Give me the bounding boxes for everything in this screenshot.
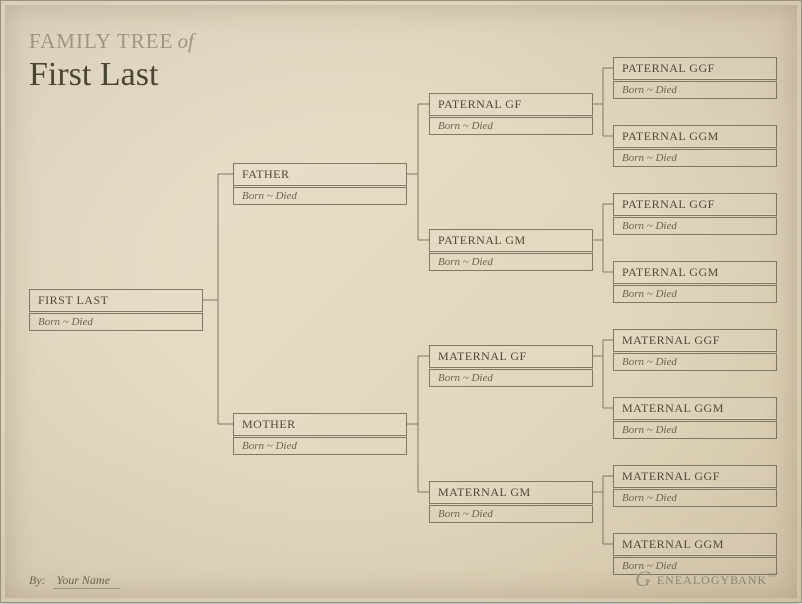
person-name: MATERNAL GF — [429, 345, 593, 367]
person-dates: Born ~ Died — [429, 115, 593, 135]
person-dates: Born ~ Died — [29, 311, 203, 331]
person-name: PATERNAL GGM — [613, 125, 777, 147]
person-pggf2[interactable]: PATERNAL GGFBorn ~ Died — [613, 193, 777, 235]
title-name: First Last — [29, 56, 194, 94]
person-self[interactable]: FIRST LASTBorn ~ Died — [29, 289, 203, 331]
brand-icon: G — [635, 568, 651, 590]
person-name: PATERNAL GM — [429, 229, 593, 251]
brand-text: ENEALOGYBANK™ — [657, 571, 777, 588]
person-name: FIRST LAST — [29, 289, 203, 311]
title-prefix: FAMILY TREE of — [29, 29, 194, 54]
person-name: PATERNAL GGM — [613, 261, 777, 283]
person-name: MATERNAL GGM — [613, 397, 777, 419]
person-name: MOTHER — [233, 413, 407, 435]
person-dates: Born ~ Died — [613, 79, 777, 99]
person-name: MATERNAL GGF — [613, 465, 777, 487]
byline-label: By: — [29, 573, 46, 587]
person-dates: Born ~ Died — [429, 367, 593, 387]
person-mggf2[interactable]: MATERNAL GGFBorn ~ Died — [613, 465, 777, 507]
person-mggf1[interactable]: MATERNAL GGFBorn ~ Died — [613, 329, 777, 371]
person-pgm[interactable]: PATERNAL GMBorn ~ Died — [429, 229, 593, 271]
person-dates: Born ~ Died — [613, 351, 777, 371]
family-tree-page: FAMILY TREE of First Last FIRST LASTBorn… — [0, 0, 802, 603]
person-mgm[interactable]: MATERNAL GMBorn ~ Died — [429, 481, 593, 523]
person-pgf[interactable]: PATERNAL GFBorn ~ Died — [429, 93, 593, 135]
person-mother[interactable]: MOTHERBorn ~ Died — [233, 413, 407, 455]
person-dates: Born ~ Died — [233, 435, 407, 455]
person-name: MATERNAL GGF — [613, 329, 777, 351]
person-father[interactable]: FATHERBorn ~ Died — [233, 163, 407, 205]
person-dates: Born ~ Died — [613, 419, 777, 439]
title-block: FAMILY TREE of First Last — [29, 29, 194, 94]
person-pggm2[interactable]: PATERNAL GGMBorn ~ Died — [613, 261, 777, 303]
byline: By: Your Name — [29, 573, 120, 588]
person-dates: Born ~ Died — [613, 283, 777, 303]
person-dates: Born ~ Died — [613, 487, 777, 507]
person-dates: Born ~ Died — [233, 185, 407, 205]
person-name: PATERNAL GF — [429, 93, 593, 115]
person-pggf1[interactable]: PATERNAL GGFBorn ~ Died — [613, 57, 777, 99]
title-prefix-text: FAMILY TREE — [29, 29, 173, 53]
person-pggm1[interactable]: PATERNAL GGMBorn ~ Died — [613, 125, 777, 167]
person-mgf[interactable]: MATERNAL GFBorn ~ Died — [429, 345, 593, 387]
person-name: FATHER — [233, 163, 407, 185]
person-name: PATERNAL GGF — [613, 57, 777, 79]
person-dates: Born ~ Died — [613, 215, 777, 235]
person-name: MATERNAL GM — [429, 481, 593, 503]
brand: G ENEALOGYBANK™ — [635, 568, 777, 590]
person-dates: Born ~ Died — [613, 147, 777, 167]
title-joiner: of — [177, 29, 193, 53]
person-name: PATERNAL GGF — [613, 193, 777, 215]
person-name: MATERNAL GGM — [613, 533, 777, 555]
person-dates: Born ~ Died — [429, 503, 593, 523]
person-dates: Born ~ Died — [429, 251, 593, 271]
byline-value[interactable]: Your Name — [53, 572, 120, 589]
person-mggm1[interactable]: MATERNAL GGMBorn ~ Died — [613, 397, 777, 439]
